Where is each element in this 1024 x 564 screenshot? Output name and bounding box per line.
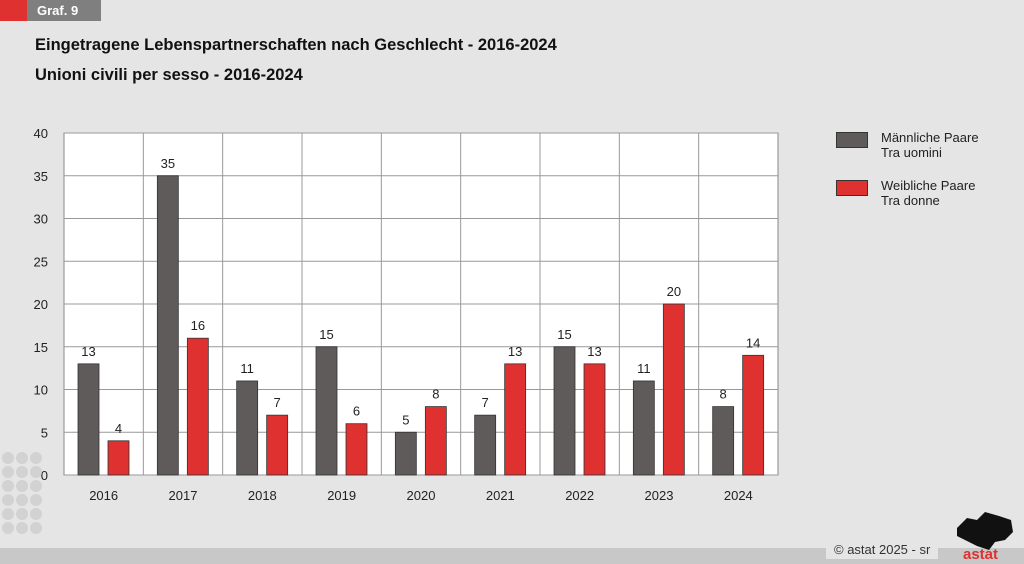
- data-label: 8: [432, 387, 439, 402]
- x-tick-label: 2016: [89, 488, 118, 503]
- bar-male: [394, 431, 417, 476]
- bar-male: [553, 346, 576, 476]
- bar-female: [266, 414, 289, 476]
- bar-female: [186, 337, 209, 476]
- decorative-dot: [2, 508, 14, 520]
- y-tick-label: 0: [41, 468, 48, 483]
- data-label: 7: [482, 395, 489, 410]
- legend-label-male-it: Tra uomini: [881, 145, 942, 160]
- x-tick-label: 2020: [407, 488, 436, 503]
- data-label: 15: [319, 327, 333, 342]
- data-label: 5: [402, 412, 409, 427]
- bar-female: [583, 363, 606, 476]
- y-tick-label: 10: [34, 383, 48, 398]
- bar-female: [345, 423, 368, 476]
- bar-male: [712, 406, 735, 476]
- copyright: © astat 2025 - sr: [826, 540, 939, 559]
- data-label: 4: [115, 421, 122, 436]
- data-label: 7: [274, 395, 281, 410]
- x-tick-label: 2017: [169, 488, 198, 503]
- decorative-dot: [16, 452, 28, 464]
- data-label: 13: [81, 344, 95, 359]
- bar-female: [504, 363, 527, 476]
- data-label: 11: [240, 361, 254, 376]
- bar-male: [632, 380, 655, 476]
- decorative-dot: [30, 494, 42, 506]
- y-tick-label: 20: [34, 297, 48, 312]
- y-tick-label: 25: [34, 254, 48, 269]
- data-label: 8: [720, 387, 727, 402]
- data-label: 16: [191, 318, 205, 333]
- bar-female: [662, 303, 685, 476]
- x-tick-label: 2018: [248, 488, 277, 503]
- bar-female: [424, 406, 447, 476]
- x-tick-label: 2022: [565, 488, 594, 503]
- data-label: 35: [161, 156, 175, 171]
- decorative-dot: [16, 480, 28, 492]
- decorative-dot: [30, 466, 42, 478]
- decorative-dot: [16, 522, 28, 534]
- chart-title: Eingetragene Lebenspartnerschaften nach …: [35, 36, 557, 54]
- decorative-dot: [16, 466, 28, 478]
- decorative-dot: [30, 452, 42, 464]
- y-tick-label: 40: [34, 126, 48, 141]
- data-label: 13: [508, 344, 522, 359]
- legend-swatch-female: [836, 180, 868, 196]
- bar-male: [315, 346, 338, 476]
- badge-accent: [0, 0, 27, 21]
- decorative-dot: [16, 494, 28, 506]
- legend-label-male: Männliche Paare: [881, 130, 979, 145]
- bar-female: [742, 354, 765, 476]
- x-tick-label: 2023: [645, 488, 674, 503]
- legend: Männliche Paare Tra uomini Weibliche Paar…: [836, 130, 979, 226]
- decorative-dot: [2, 466, 14, 478]
- bar-male: [156, 175, 179, 476]
- y-tick-label: 15: [34, 340, 48, 355]
- data-label: 15: [557, 327, 571, 342]
- decorative-dot: [30, 522, 42, 534]
- decorative-dot: [30, 480, 42, 492]
- chart-subtitle: Unioni civili per sesso - 2016-2024: [35, 66, 303, 84]
- decorative-dot: [16, 508, 28, 520]
- x-tick-label: 2021: [486, 488, 515, 503]
- x-tick-label: 2019: [327, 488, 356, 503]
- bar-male: [77, 363, 100, 476]
- y-tick-label: 35: [34, 169, 48, 184]
- bar-male: [474, 414, 497, 476]
- bar-male: [236, 380, 259, 476]
- bar-female: [107, 440, 130, 476]
- decorative-dot: [2, 452, 14, 464]
- chart-number-badge: Graf. 9: [27, 0, 101, 21]
- legend-swatch-male: [836, 132, 868, 148]
- footer-bar: [0, 548, 1024, 564]
- decorative-dot: [2, 494, 14, 506]
- data-label: 20: [667, 284, 681, 299]
- logo-text: astat: [963, 546, 999, 563]
- decorative-dot: [2, 522, 14, 534]
- legend-label-female: Weibliche Paare: [881, 178, 976, 193]
- legend-label-female-it: Tra donne: [881, 193, 940, 208]
- data-label: 11: [637, 361, 651, 376]
- x-tick-label: 2024: [724, 488, 753, 503]
- legend-item-male: Männliche Paare Tra uomini: [836, 130, 979, 160]
- y-tick-label: 30: [34, 212, 48, 227]
- decorative-dot: [2, 480, 14, 492]
- decorative-dot: [30, 508, 42, 520]
- data-label: 14: [746, 335, 760, 350]
- data-label: 6: [353, 404, 360, 419]
- legend-item-female: Weibliche Paare Tra donne: [836, 178, 979, 208]
- astat-logo-icon: [957, 512, 1013, 550]
- data-label: 13: [587, 344, 601, 359]
- y-tick-label: 5: [41, 425, 48, 440]
